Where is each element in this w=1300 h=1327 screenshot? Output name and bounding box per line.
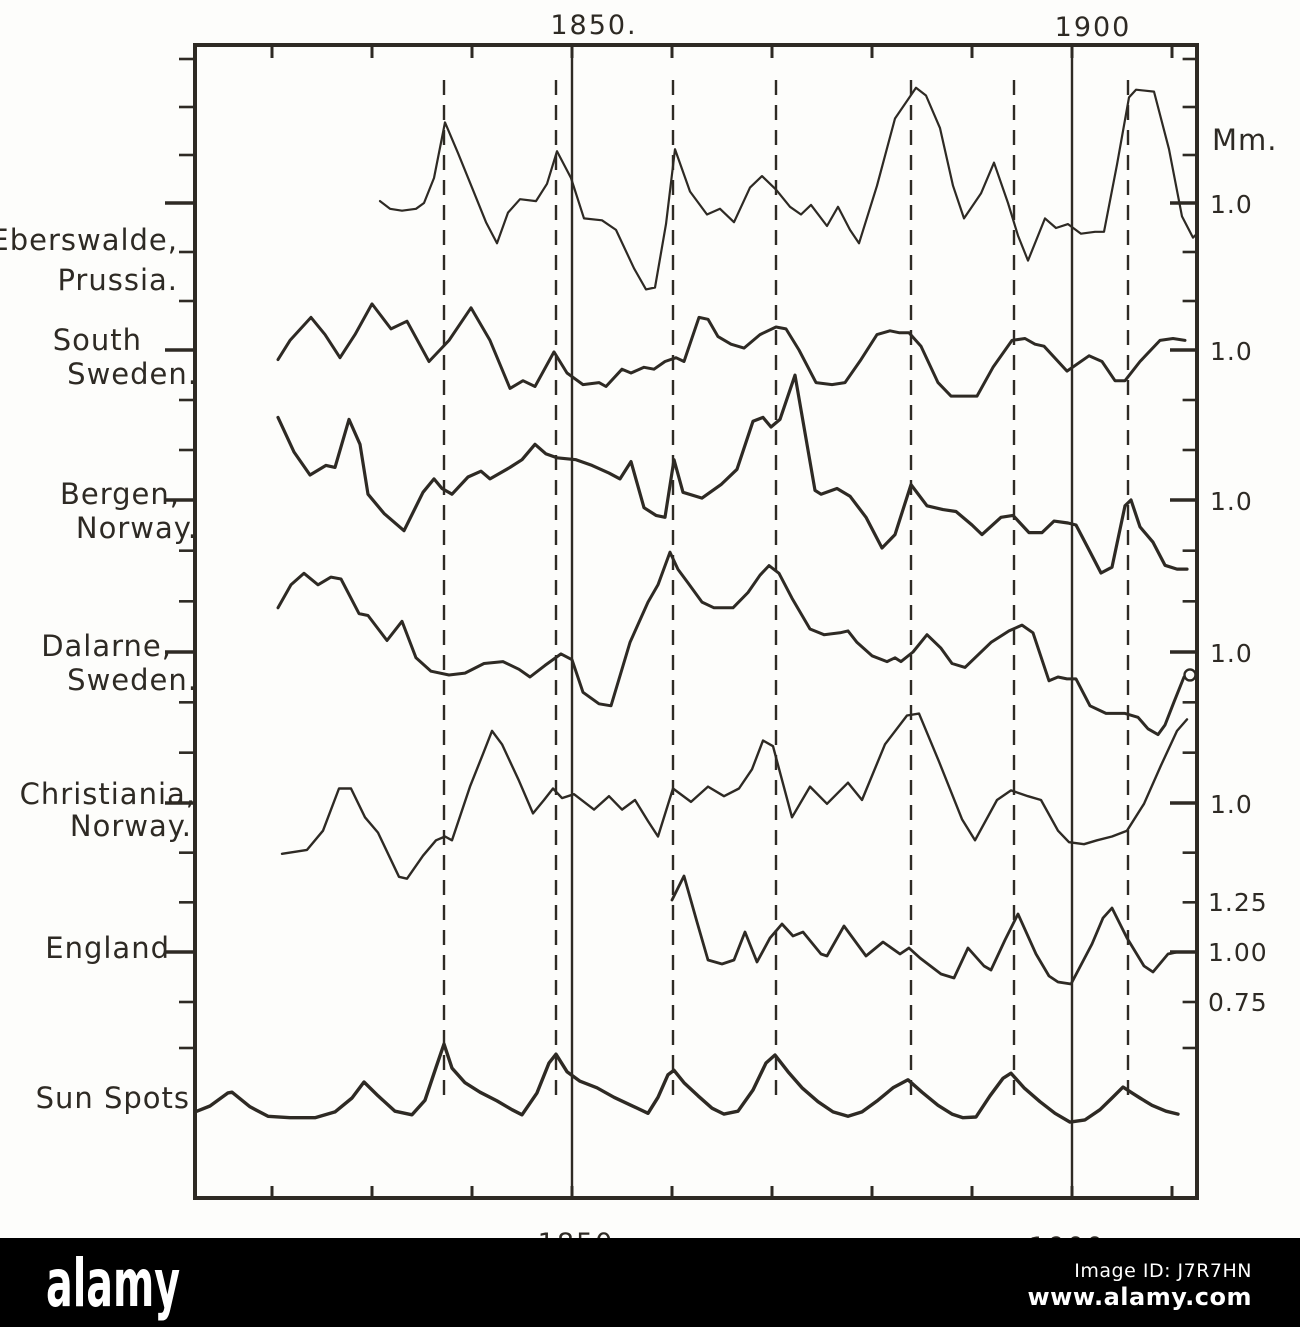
right-axis-unit-label: Mm. <box>1212 123 1278 157</box>
right-ref-label-eberswalde: 1.0 <box>1210 190 1253 219</box>
right-ref-label-christiania: 1.0 <box>1210 790 1253 819</box>
right-ref-label-dalarne: 1.0 <box>1210 639 1253 668</box>
series-line-dalarne <box>276 550 1186 737</box>
right-scale-label-0-75: 0.75 <box>1208 988 1268 1017</box>
right-scale-label-1-00: 1.00 <box>1208 938 1268 967</box>
right-axis-labels: Mm. 1.0 1.0 1.0 1.0 1.0 1.25 1.00 0.75 <box>1208 123 1278 1017</box>
series-line-christiania <box>280 712 1189 880</box>
watermark-site-url: www.alamy.com <box>1027 1283 1252 1311</box>
label-sun-spots: Sun Spots <box>36 1081 190 1115</box>
label-south-sweden-line2: Sweden. <box>67 357 198 391</box>
right-ref-label-south-sweden: 1.0 <box>1210 337 1253 366</box>
label-bergen-line1: Bergen, <box>60 477 180 511</box>
series-line-eberswalde <box>378 86 1199 291</box>
plot-layer <box>165 43 1199 1200</box>
label-bergen-line2: Norway. <box>76 511 198 545</box>
label-dalarne-line1: Dalarne, <box>41 629 172 663</box>
label-south-sweden-line1: South <box>53 323 142 357</box>
plot-border <box>193 43 1199 1200</box>
label-dalarne-line2: Sweden. <box>67 663 198 697</box>
series-end-circle-dalarne <box>1183 668 1197 682</box>
right-ref-label-bergen: 1.0 <box>1210 487 1253 516</box>
series-line-england <box>670 874 1189 986</box>
watermark-image-id: Image ID: J7R7HN <box>1074 1260 1252 1282</box>
label-eberswalde-line1: Eberswalde, <box>0 223 178 257</box>
label-christiania-line1: Christiania, <box>20 777 196 811</box>
right-scale-label-1-25: 1.25 <box>1208 888 1268 917</box>
top-axis-label-1900: 1900 <box>1055 12 1132 43</box>
watermark-background <box>0 1238 1300 1327</box>
series-line-bergen <box>276 373 1189 575</box>
series-line-sun-spots <box>193 1042 1180 1124</box>
label-england: England <box>45 931 170 965</box>
label-christiania-line2: Norway. <box>70 809 192 843</box>
top-axis-label-1850: 1850. <box>550 10 637 41</box>
left-station-labels: Eberswalde, Prussia. South Sweden. Berge… <box>0 223 198 1115</box>
watermark-bar: alamy Image ID: J7R7HN www.alamy.com <box>0 1238 1300 1327</box>
alamy-logo: alamy <box>46 1244 180 1322</box>
top-axis-labels: 1850. 1900 <box>550 10 1132 43</box>
series-line-south-sweden <box>276 302 1187 398</box>
label-eberswalde-line2: Prussia. <box>57 263 178 297</box>
